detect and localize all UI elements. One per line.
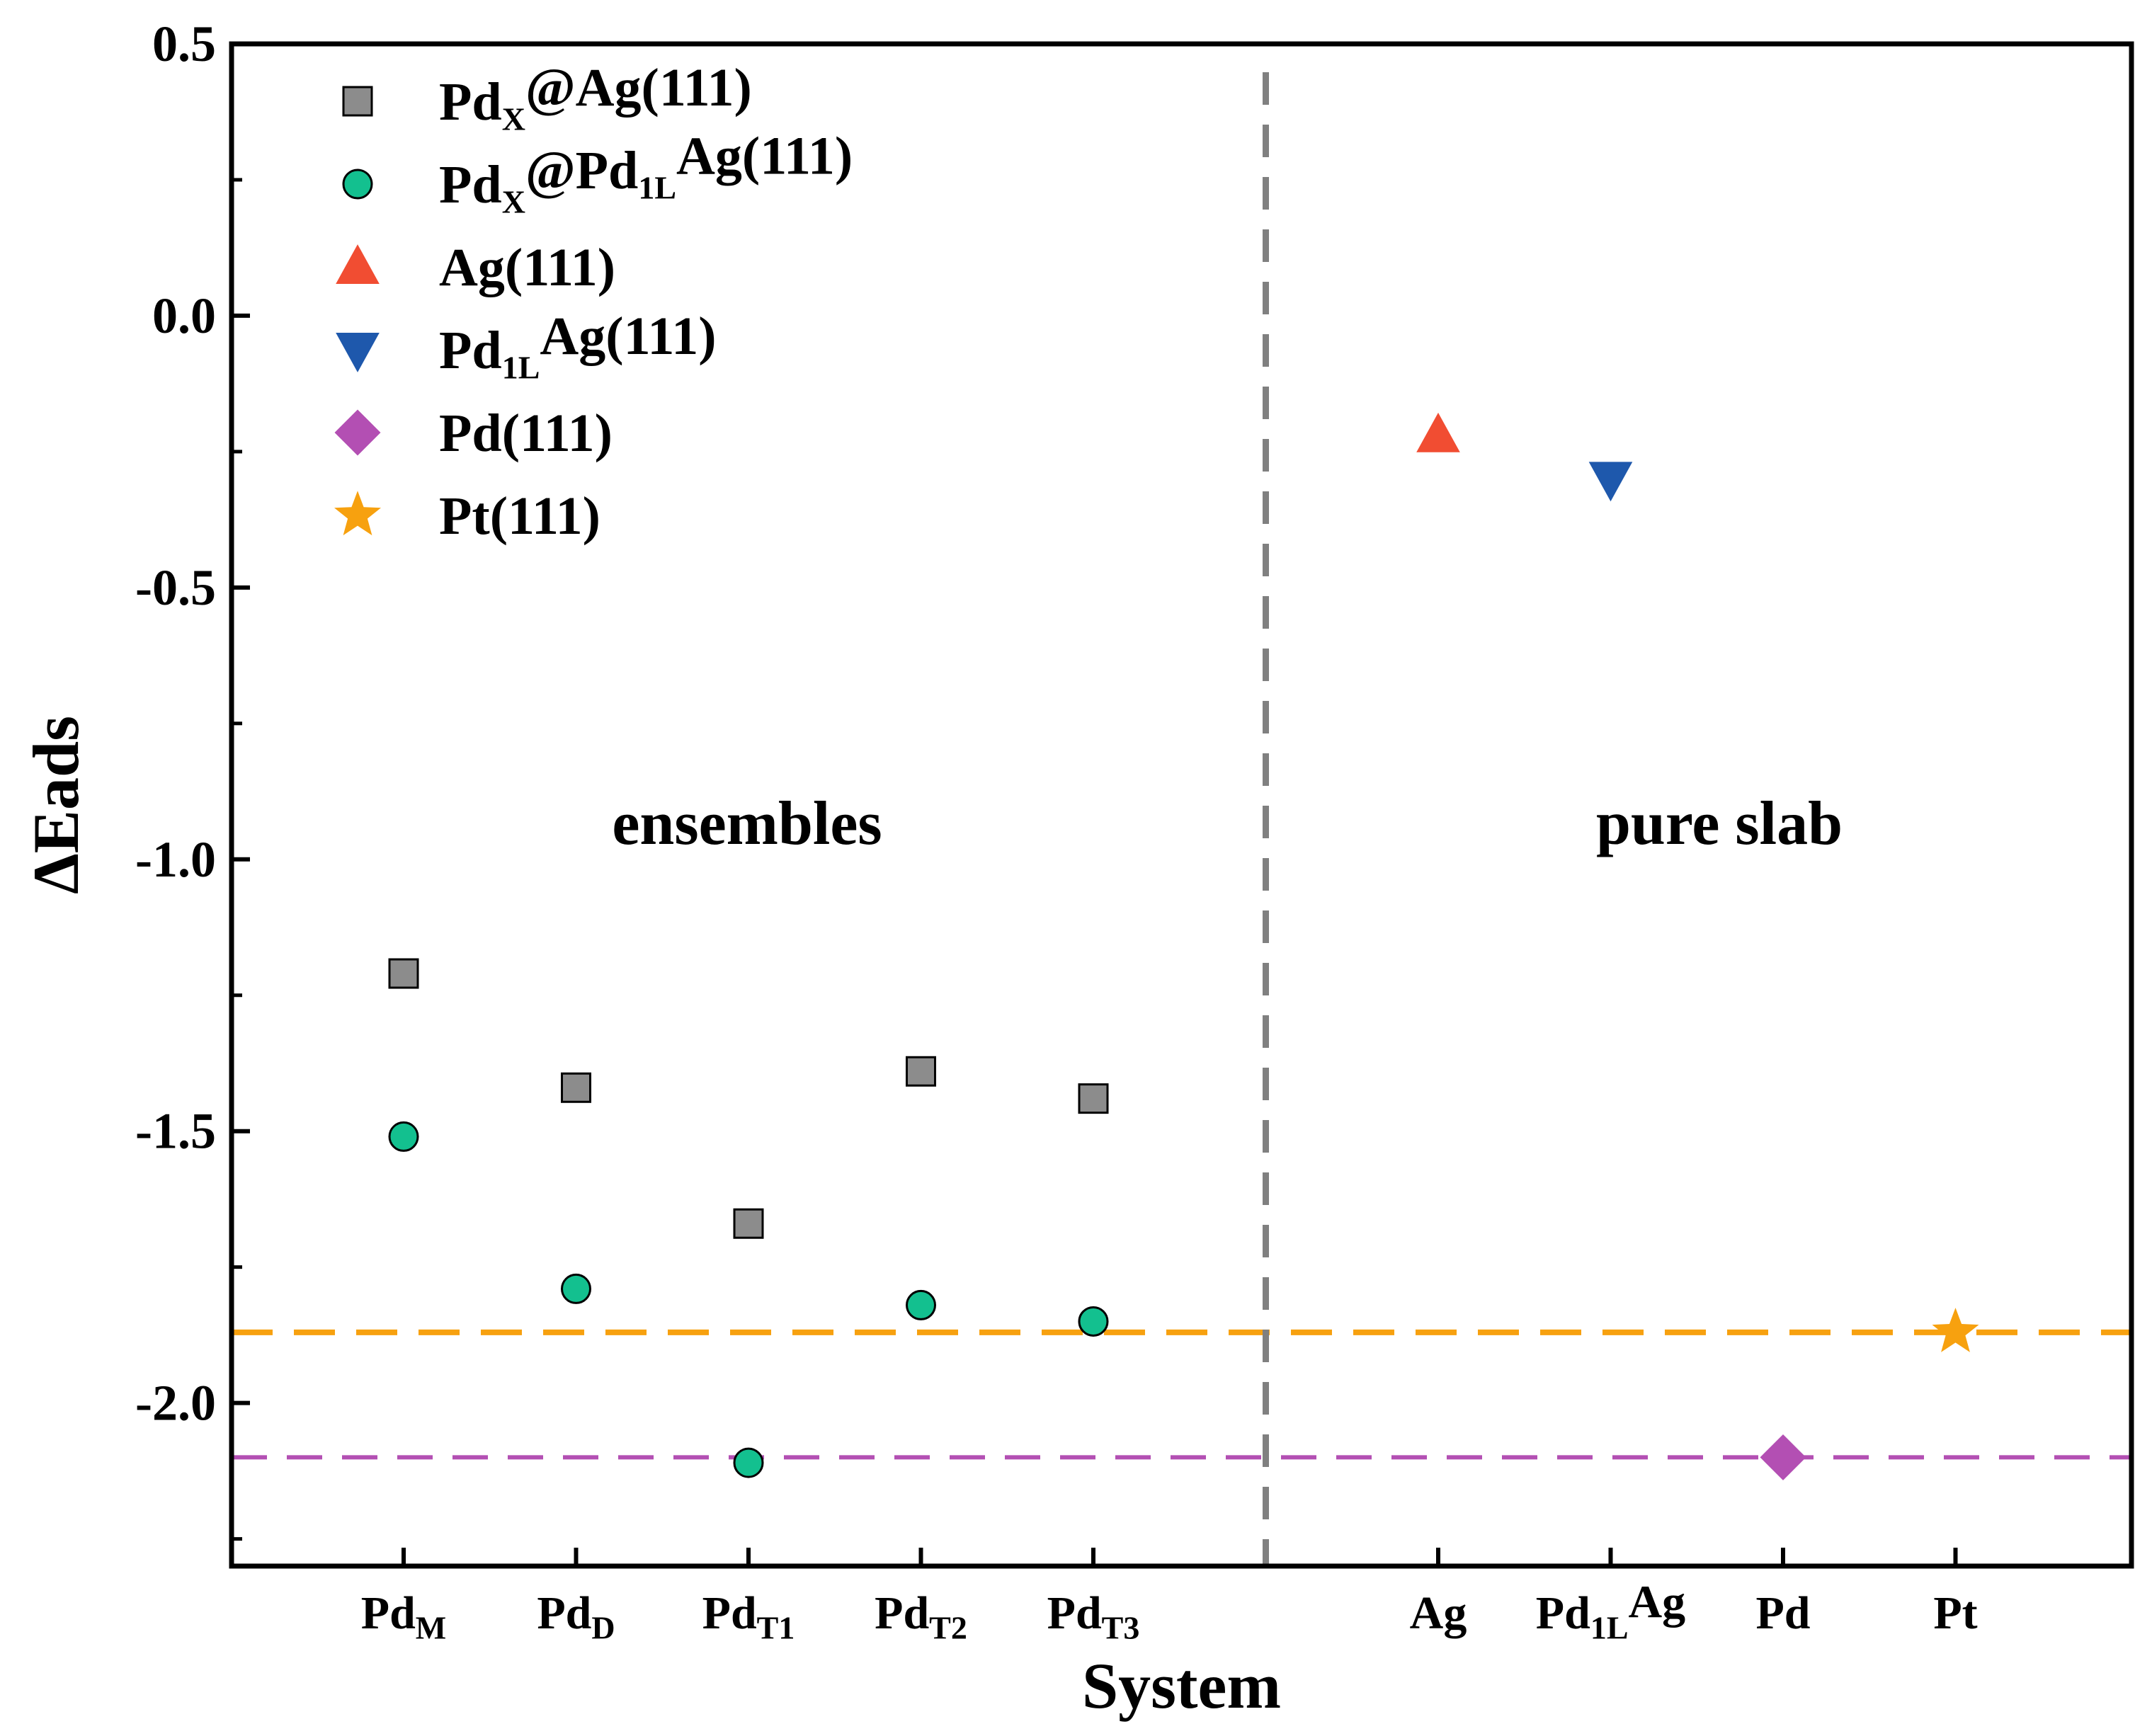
point-circle-pdt1	[733, 1447, 764, 1478]
y-tick-label: 0.5	[152, 16, 216, 72]
x-tick-label-pdm: PdM	[361, 1587, 446, 1646]
region-label-pure-slab: pure slab	[1596, 789, 1843, 858]
y-tick-label: -2.0	[135, 1375, 216, 1432]
legend-label: Pd(111)	[439, 404, 613, 463]
legend-marker-star	[334, 491, 381, 536]
legend-marker-diamond	[334, 409, 381, 456]
point-square-pdm	[388, 958, 419, 989]
point-triangle-down-pd1lag	[1588, 462, 1633, 502]
x-tick-label-pd1lag: Pd1LAg	[1536, 1576, 1685, 1645]
point-square-pdt1	[733, 1208, 764, 1239]
legend-label: PdX@Ag(111)	[439, 58, 752, 137]
legend-label: Pd1LAg(111)	[439, 307, 717, 386]
point-square-pdt3	[1078, 1083, 1109, 1114]
y-tick-label: -1.5	[135, 1103, 216, 1160]
point-circle-pdt2	[906, 1289, 936, 1320]
x-tick-label-pdt2: PdT2	[875, 1587, 967, 1646]
point-star-pt	[1932, 1308, 1979, 1352]
y-tick-label: -1.0	[135, 831, 216, 888]
x-tick-label-pt: Pt	[1933, 1587, 1977, 1639]
point-circle-pdd	[561, 1273, 591, 1304]
legend-marker-triangle-down	[336, 333, 380, 372]
point-circle-pdt3	[1078, 1306, 1109, 1337]
point-square-pdt2	[906, 1056, 936, 1087]
x-tick-label-pdd: PdD	[537, 1587, 615, 1646]
data-points	[388, 412, 1979, 1480]
legend-marker-triangle-up	[336, 244, 380, 284]
x-tick-label-ag: Ag	[1410, 1587, 1467, 1639]
legend-marker-square	[342, 86, 373, 117]
y-tick-label: -0.5	[135, 559, 216, 616]
legend-label: Ag(111)	[439, 238, 615, 297]
plot-frame	[229, 41, 2134, 1569]
legend-label: Pt(111)	[439, 486, 600, 546]
x-axis-title: System	[1082, 1650, 1281, 1722]
y-axis-title: ΔEads	[20, 716, 92, 894]
point-diamond-pd	[1760, 1434, 1806, 1480]
x-tick-label-pd: Pd	[1755, 1587, 1810, 1639]
point-circle-pdm	[388, 1121, 419, 1152]
axes: 0.5 0.0 -0.5 -1.0 -1.5 -2.0 PdM PdD PdT1 PdT2 PdT3…	[135, 16, 1978, 1646]
reference-lines	[232, 72, 2131, 1566]
x-tick-label-pdt1: PdT1	[702, 1587, 795, 1646]
x-tick-label-pdt3: PdT3	[1047, 1587, 1140, 1646]
legend-marker-circle	[342, 169, 373, 200]
point-square-pdd	[561, 1072, 591, 1103]
y-tick-label: 0.0	[152, 287, 216, 344]
region-label-ensembles: ensembles	[612, 789, 882, 858]
legend-label: PdX@Pd1LAg(111)	[439, 127, 853, 220]
point-triangle-up-ag	[1416, 412, 1460, 452]
legend: PdX@Ag(111)PdX@Pd1LAg(111) Ag(111) Pd1LAg(…	[334, 58, 853, 546]
